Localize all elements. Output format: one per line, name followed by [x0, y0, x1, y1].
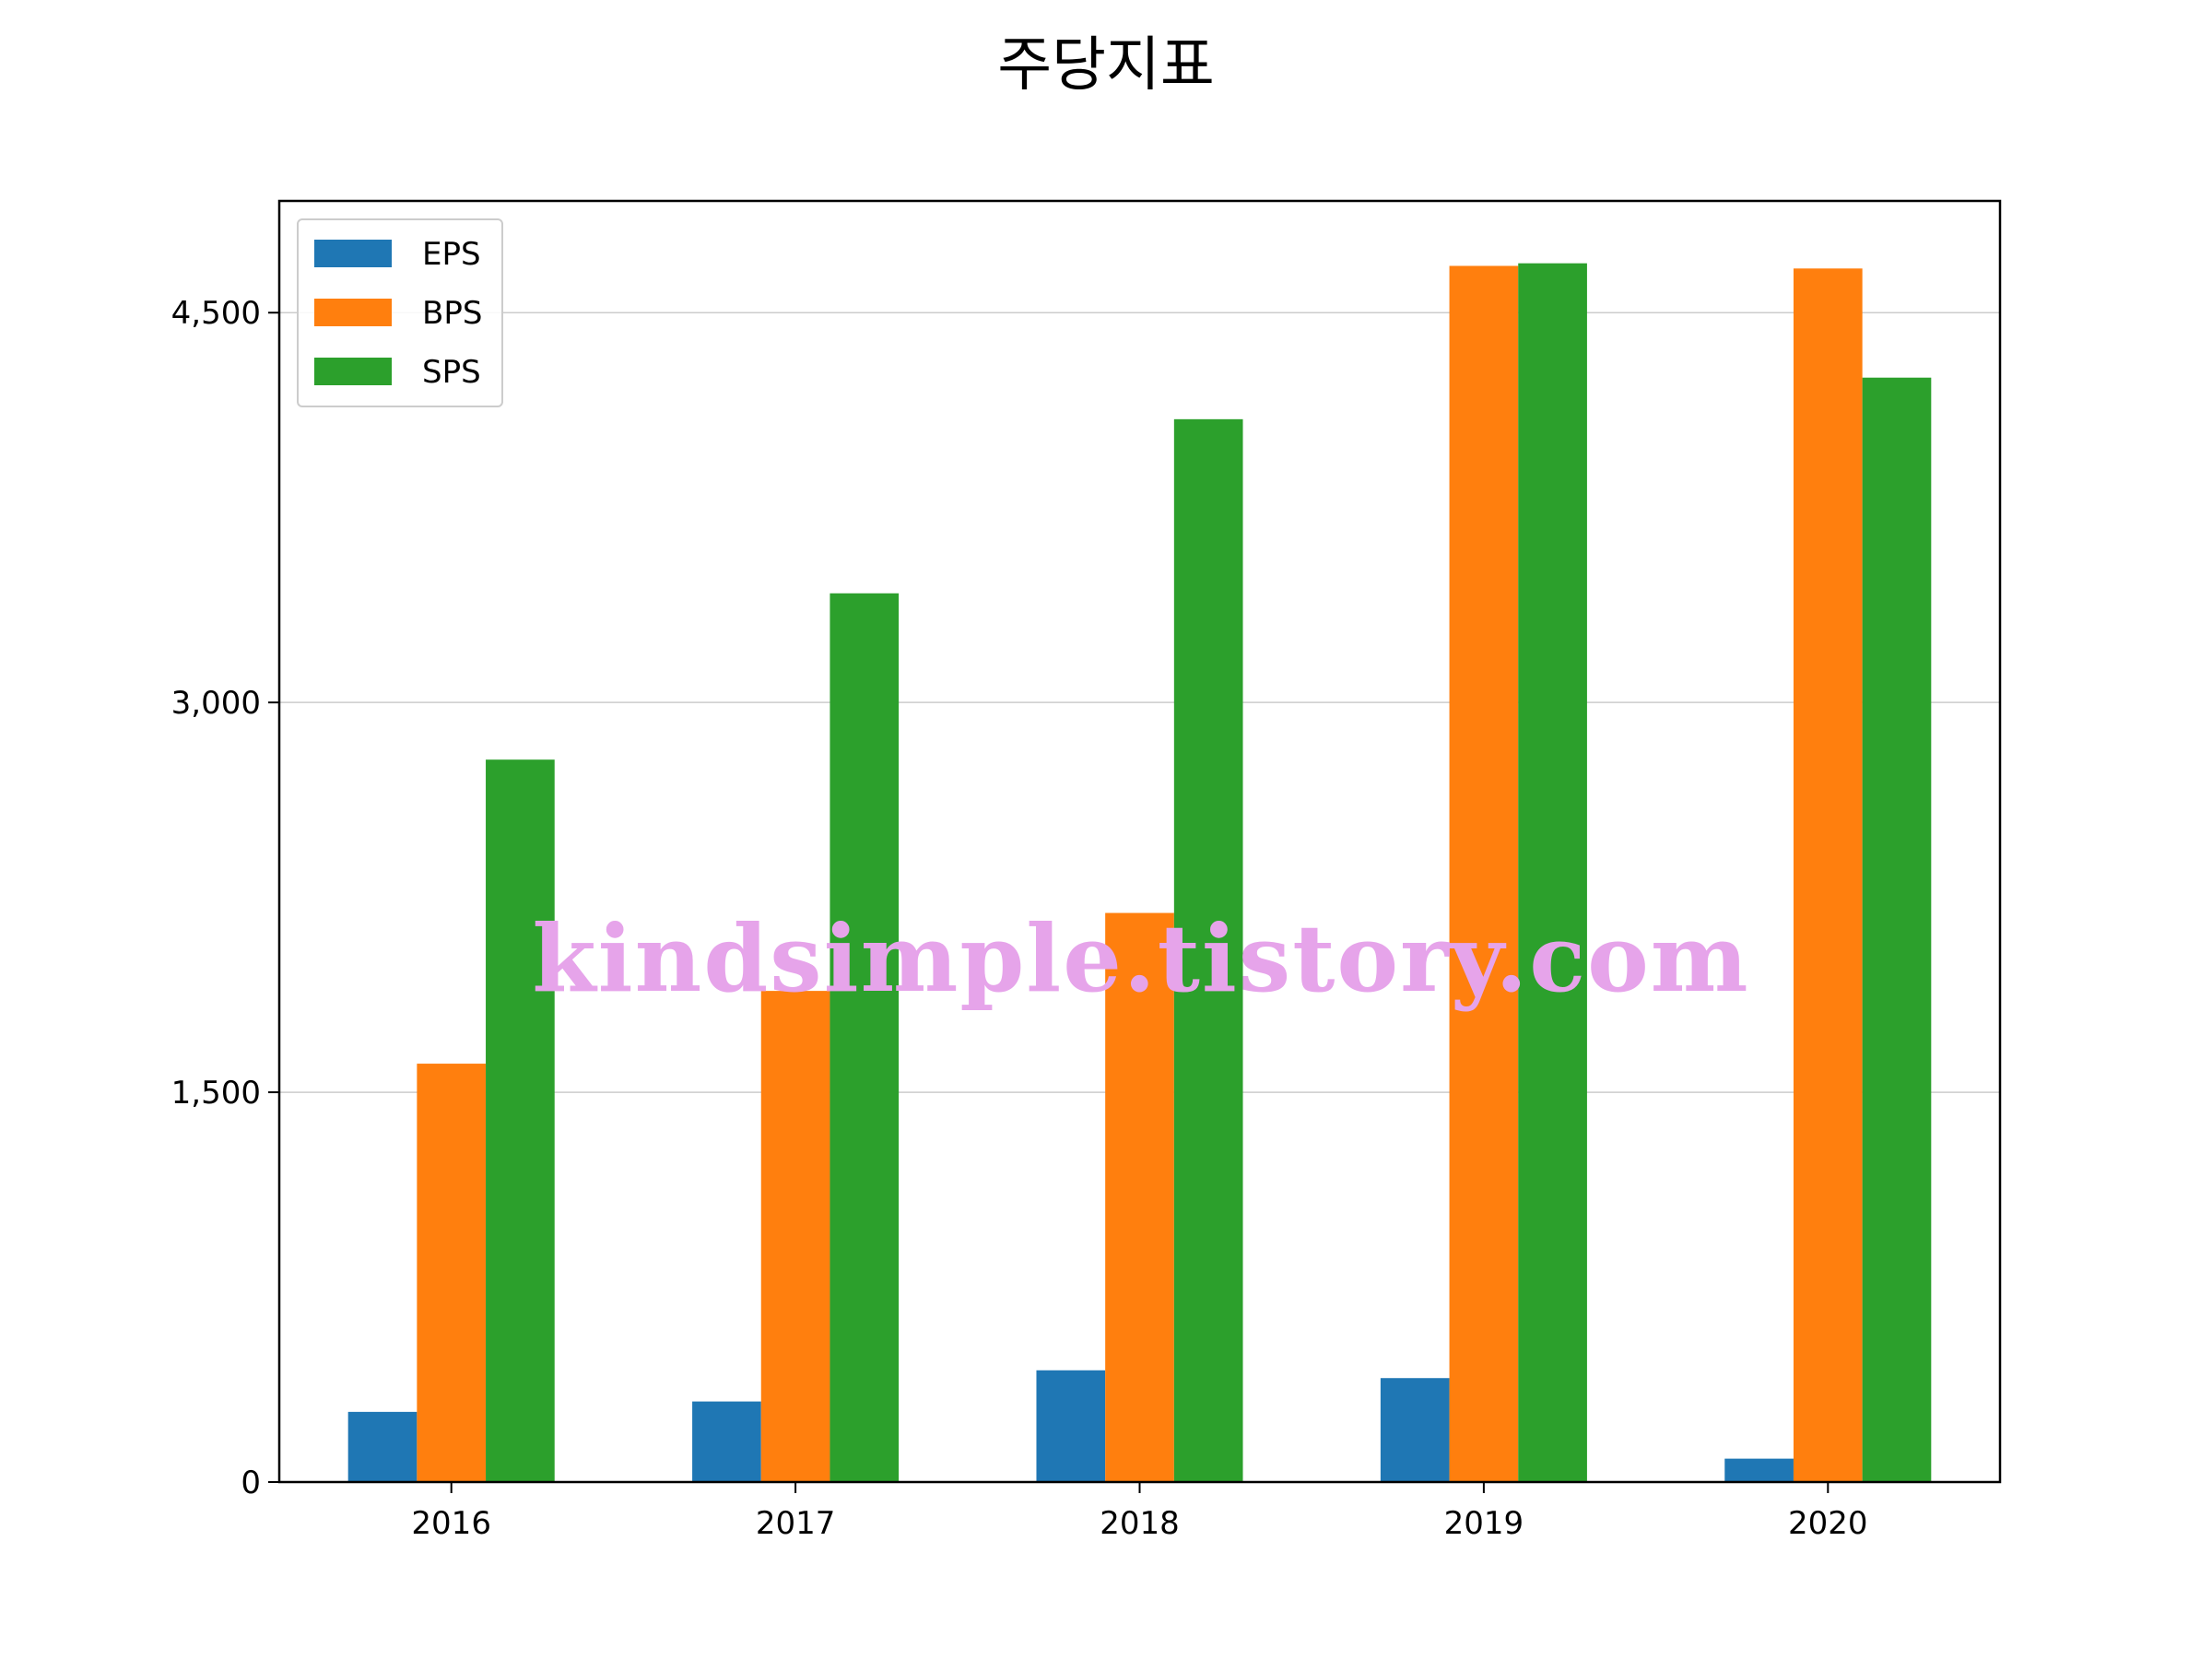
y-tick-label: 3,000: [171, 685, 261, 722]
bar-eps-2017: [692, 1401, 761, 1482]
bar-bps-2019: [1449, 265, 1519, 1482]
bar-sps-2017: [830, 593, 900, 1482]
y-axis: 0 1,500 3,000 4,500: [171, 295, 279, 1501]
legend-label-eps: EPS: [422, 236, 481, 273]
legend-label-sps: SPS: [422, 354, 481, 391]
x-axis: 2016 2017 2018 2019 2020: [411, 1482, 1868, 1542]
x-tick-label: 2019: [1444, 1505, 1524, 1542]
x-tick-label: 2018: [1100, 1505, 1180, 1542]
y-tick-label: 0: [241, 1465, 261, 1501]
legend-swatch-bps: [314, 299, 392, 326]
bar-eps-2016: [347, 1411, 418, 1482]
x-tick-label: 2020: [1788, 1505, 1868, 1542]
bar-eps-2018: [1036, 1370, 1106, 1482]
x-tick-label: 2016: [411, 1505, 491, 1542]
bar-sps-2018: [1173, 418, 1243, 1482]
legend-label-bps: BPS: [422, 295, 482, 332]
bar-eps-2020: [1724, 1458, 1794, 1482]
bars: [347, 263, 1932, 1483]
bar-bps-2017: [760, 991, 830, 1482]
bar-eps-2019: [1380, 1378, 1450, 1482]
x-tick-label: 2017: [756, 1505, 836, 1542]
legend-swatch-sps: [314, 358, 392, 385]
bar-bps-2020: [1793, 268, 1863, 1482]
chart-title: 주당지표: [997, 31, 1215, 100]
bar-sps-2020: [1862, 377, 1932, 1483]
watermark: kindsimple.tistory.com: [532, 904, 1749, 1013]
legend-swatch-eps: [314, 240, 392, 267]
bar-bps-2018: [1105, 912, 1174, 1482]
bar-sps-2016: [486, 759, 555, 1482]
y-tick-label: 4,500: [171, 295, 261, 332]
legend: EPS BPS SPS: [297, 218, 503, 407]
y-tick-label: 1,500: [171, 1075, 261, 1112]
bar-bps-2016: [417, 1064, 487, 1482]
bar-sps-2019: [1518, 263, 1587, 1482]
